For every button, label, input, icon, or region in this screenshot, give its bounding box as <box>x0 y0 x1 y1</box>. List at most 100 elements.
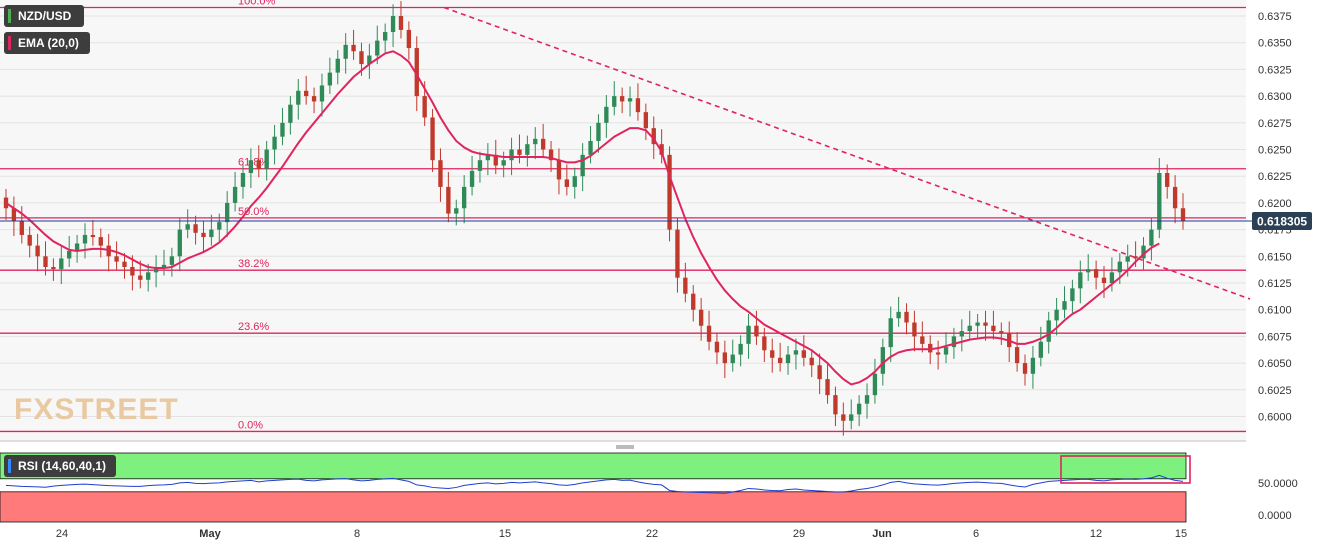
candle-body <box>375 40 380 56</box>
candle-body <box>746 325 751 344</box>
candle-body <box>675 229 680 278</box>
candle-body <box>382 32 388 41</box>
candle-body <box>1109 272 1115 284</box>
candle-body <box>777 357 783 364</box>
price-axis: 0.6375 0.6350 0.6325 0.6300 0.6275 0.6250 0.62… <box>1258 11 1292 423</box>
last-price-badge: 0.618305 <box>1252 212 1312 231</box>
candle-body <box>698 309 704 326</box>
candle-body <box>975 322 980 326</box>
candle-body <box>1157 173 1162 230</box>
candle-body <box>533 138 538 145</box>
candle-body <box>754 325 759 337</box>
candle-body <box>722 352 728 364</box>
price-panel <box>0 0 1246 440</box>
candle-body <box>177 229 182 257</box>
ema-legend[interactable]: EMA (20,0) <box>4 32 90 54</box>
candle-body <box>785 354 791 364</box>
candle-body <box>1030 357 1036 374</box>
candle-body <box>390 16 396 33</box>
candle-body <box>1165 173 1170 187</box>
candle-body <box>841 414 846 421</box>
candle-body <box>138 275 143 280</box>
candle-body <box>683 277 688 294</box>
candle-body <box>11 208 17 222</box>
candle-body <box>525 144 530 155</box>
rsi-legend[interactable]: RSI (14,60,40,1) <box>4 455 116 477</box>
candle-body <box>201 232 206 238</box>
candle-body <box>770 350 775 358</box>
candle-body <box>1172 186 1178 209</box>
candle-body <box>351 44 356 52</box>
candle-body <box>556 160 562 180</box>
candle-body <box>67 250 72 259</box>
fibonacci-levels: 100.0% 61.8% 50.0% 38.2% 23.6% 0.0% <box>0 0 1246 433</box>
time-tick-label: Jun <box>872 528 892 540</box>
time-tick-label: May <box>199 528 221 540</box>
rsi-tick-label: 50.0000 <box>1258 478 1298 490</box>
candle-body <box>501 160 506 166</box>
panel-resize-handle[interactable] <box>616 445 634 449</box>
candle-body <box>82 234 88 244</box>
candle-body <box>825 379 830 396</box>
candle-body <box>240 173 246 187</box>
candle-body <box>801 350 807 358</box>
candle-body <box>1014 347 1020 364</box>
price-tick-label: 0.6225 <box>1258 171 1292 183</box>
candle-body <box>414 48 419 97</box>
candles <box>3 1 1186 436</box>
candle-body <box>232 186 238 203</box>
price-tick-label: 0.6025 <box>1258 385 1292 397</box>
candle-body <box>1149 229 1154 246</box>
candle-body <box>1070 288 1075 302</box>
symbol-legend[interactable]: NZD/USD <box>4 5 84 27</box>
price-tick-label: 0.6200 <box>1258 198 1292 210</box>
last-price-value: 0.618305 <box>1257 215 1307 229</box>
price-tick-label: 0.6375 <box>1258 11 1292 23</box>
candle-body <box>509 149 514 161</box>
candle-body <box>872 373 878 396</box>
rsi-tick-label: 0.0000 <box>1258 510 1292 522</box>
time-tick-label: 24 <box>56 528 68 540</box>
candle-body <box>627 98 633 102</box>
candle-body <box>612 96 617 107</box>
ema-legend-label: EMA (20,0) <box>18 36 79 50</box>
candle-body <box>706 325 712 342</box>
candle-body <box>35 245 40 257</box>
candle-body <box>335 58 340 73</box>
candle-body <box>667 154 672 230</box>
ema-color-marker <box>8 36 11 50</box>
symbol-label: NZD/USD <box>18 9 72 23</box>
candle-body <box>343 44 348 59</box>
candle-body <box>659 144 664 155</box>
time-axis: 24 May 8 15 22 29 Jun 6 12 15 <box>56 528 1187 540</box>
candle-body <box>951 336 957 348</box>
candle-body <box>359 51 364 65</box>
price-tick-label: 0.6250 <box>1258 145 1292 157</box>
candle-body <box>422 96 427 118</box>
rsi-overbought-zone <box>0 452 1187 480</box>
candle-body <box>1086 269 1091 273</box>
price-tick-label: 0.6300 <box>1258 91 1292 103</box>
candle-body <box>548 149 554 161</box>
fib-level-label: 38.2% <box>238 258 269 270</box>
candle-body <box>19 221 24 235</box>
candle-body <box>1022 363 1028 374</box>
candle-body <box>540 138 546 150</box>
candle-body <box>327 72 333 86</box>
candle-body <box>280 122 285 137</box>
last-price-box <box>1252 212 1312 231</box>
candle-body <box>967 325 972 332</box>
candle-body <box>90 234 96 238</box>
candle-body <box>169 256 175 265</box>
candle-body <box>485 154 491 161</box>
candle-body <box>43 256 48 267</box>
candle-body <box>1093 269 1099 278</box>
price-tick-label: 0.6075 <box>1258 331 1292 343</box>
candle-body <box>398 16 404 30</box>
candle-body <box>454 208 459 214</box>
candle-body <box>248 160 254 174</box>
candle-body <box>730 354 735 364</box>
time-tick-label: 22 <box>646 528 658 540</box>
candle-body <box>1141 245 1146 259</box>
